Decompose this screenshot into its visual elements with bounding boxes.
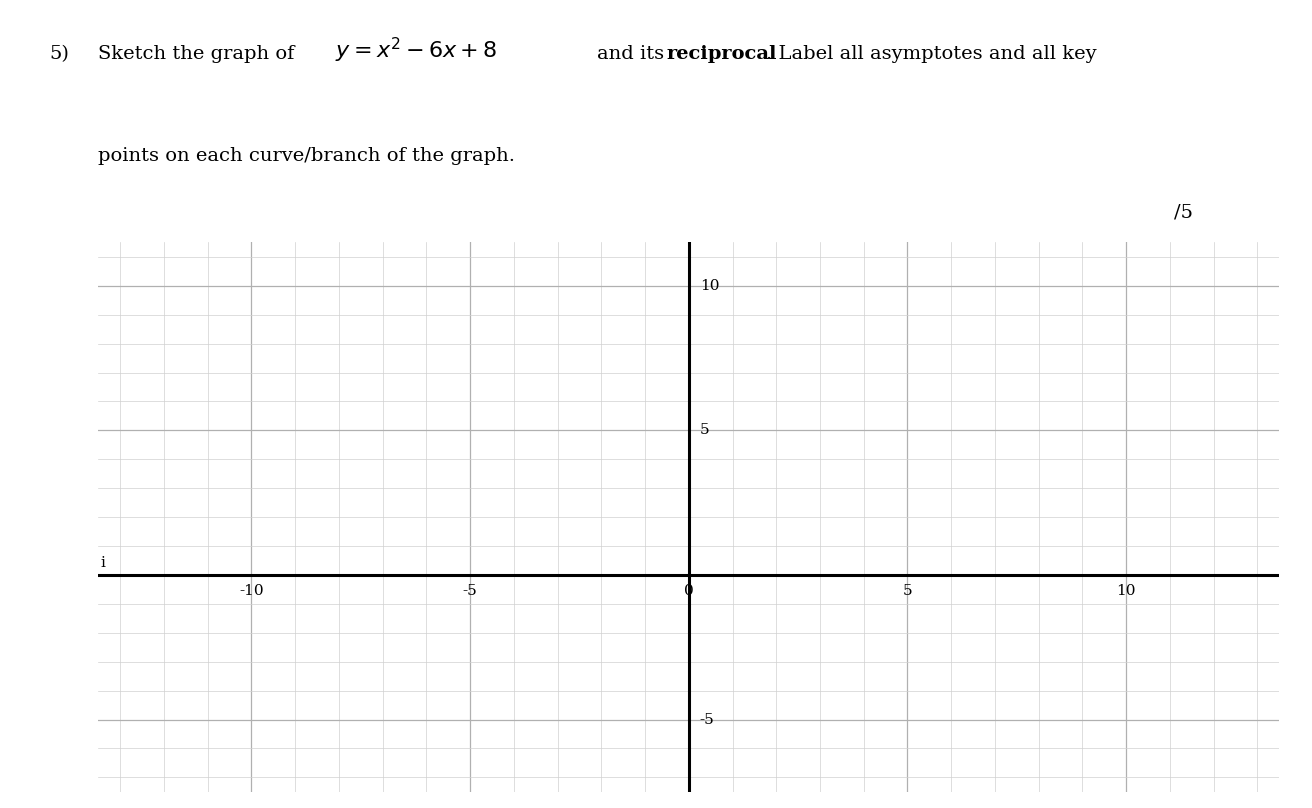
- Text: and its: and its: [597, 45, 664, 63]
- Text: -5: -5: [699, 713, 715, 726]
- Text: 5): 5): [50, 45, 70, 63]
- Text: reciprocal: reciprocal: [666, 45, 777, 63]
- Text: 5: 5: [699, 423, 710, 437]
- Text: 5: 5: [903, 583, 912, 598]
- Text: 10: 10: [1117, 583, 1136, 598]
- Text: Sketch the graph of: Sketch the graph of: [98, 45, 295, 63]
- Text: -5: -5: [463, 583, 478, 598]
- Text: points on each curve/branch of the graph.: points on each curve/branch of the graph…: [98, 147, 516, 165]
- Text: -10: -10: [239, 583, 264, 598]
- Text: $y = x^2 - 6x + 8$: $y = x^2 - 6x + 8$: [335, 36, 497, 65]
- Text: . Label all asymptotes and all key: . Label all asymptotes and all key: [766, 45, 1097, 63]
- Text: /5: /5: [1174, 204, 1193, 221]
- Text: 0: 0: [684, 583, 694, 598]
- Text: 10: 10: [699, 279, 719, 292]
- Text: i: i: [101, 556, 105, 570]
